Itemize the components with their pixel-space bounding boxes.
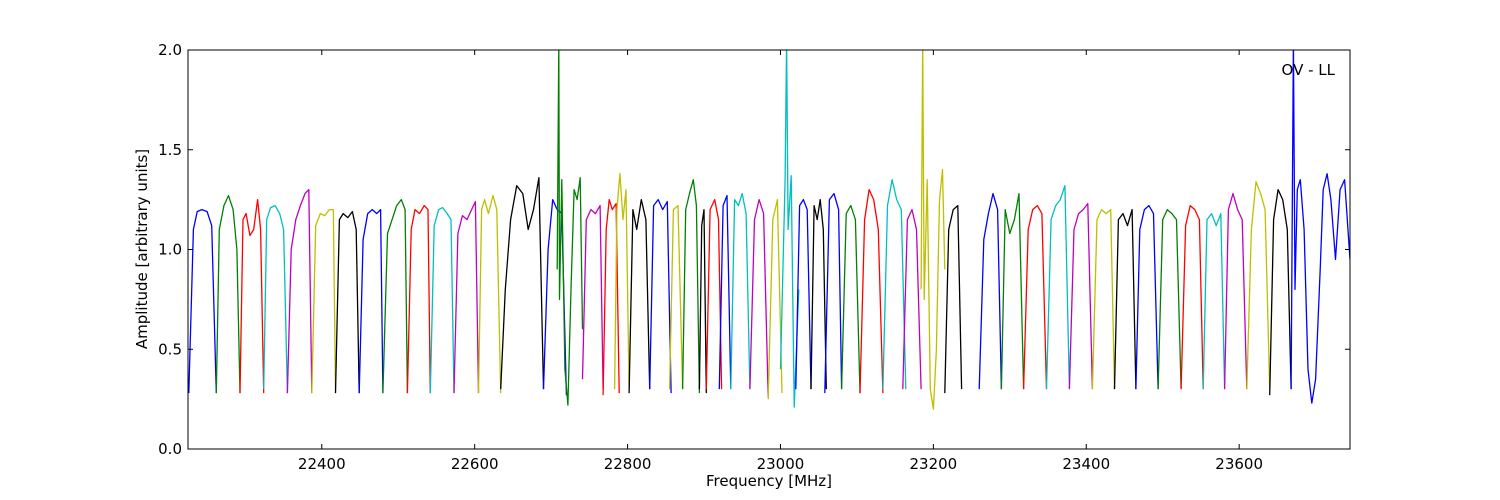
series-line-21 (668, 204, 684, 390)
series-line-47 (1157, 208, 1182, 390)
series-line-12 (477, 194, 502, 394)
series-line-31 (810, 198, 827, 390)
series-layer (188, 50, 1350, 410)
series-line-44 (1091, 208, 1116, 390)
series-line-8 (382, 198, 409, 394)
series-line-36 (902, 208, 922, 390)
y-tick-label: 2.0 (158, 41, 182, 59)
series-line-7 (358, 208, 384, 394)
series-line-30 (795, 198, 812, 390)
series-line-5 (311, 208, 337, 394)
series-line-46 (1135, 204, 1159, 390)
series-line-16 (581, 204, 604, 390)
x-tick-label: 23600 (1215, 455, 1263, 473)
series-line-18 (613, 173, 630, 390)
annotation-label: OV - LL (1282, 61, 1336, 79)
series-line-20 (649, 198, 672, 394)
series-line-15 (556, 50, 584, 406)
y-tick-label: 0.5 (158, 340, 182, 358)
x-tick-label: 23400 (1062, 455, 1110, 473)
series-line-28 (767, 198, 783, 400)
series-line-6 (334, 210, 360, 394)
x-tick-label: 22800 (604, 455, 652, 473)
series-line-35 (882, 179, 907, 390)
y-tick-label: 1.5 (158, 141, 182, 159)
series-line-43 (1068, 202, 1094, 390)
series-line-2 (239, 198, 265, 394)
series-line-9 (406, 204, 431, 394)
series-line-24 (705, 198, 723, 390)
series-line-49 (1202, 212, 1226, 390)
x-axis-title: Frequency [MHz] (706, 472, 832, 490)
y-axis-title: Amplitude [arbitrary units] (133, 149, 151, 349)
series-line-27 (749, 198, 769, 398)
series-line-53 (1290, 50, 1350, 404)
series-line-34 (859, 188, 884, 394)
series-line-33 (840, 204, 861, 394)
series-line-3 (263, 204, 289, 394)
series-line-42 (1045, 185, 1071, 390)
series-line-10 (429, 206, 455, 394)
series-line-13 (500, 177, 545, 390)
series-line-50 (1223, 192, 1248, 390)
series-line-45 (1113, 208, 1137, 390)
series-line-37 (920, 50, 946, 410)
series-line-11 (453, 200, 480, 394)
series-line-39 (978, 192, 1003, 390)
series-line-48 (1180, 204, 1204, 390)
series-line-40 (1000, 192, 1025, 390)
series-line-41 (1022, 204, 1048, 390)
series-line-26 (730, 192, 751, 390)
series-line-0 (188, 208, 217, 394)
series-line-38 (944, 204, 963, 394)
series-line-22 (681, 179, 701, 394)
tick-layer: 22400 22600 22800 23000 23200 23400 23600 0.0 0.… (158, 41, 1350, 473)
series-line-19 (628, 198, 651, 394)
series-line-23 (698, 208, 707, 394)
series-line-1 (215, 194, 241, 394)
series-line-52 (1269, 188, 1292, 396)
y-tick-label: 0.0 (158, 440, 182, 458)
x-tick-label: 23000 (757, 455, 805, 473)
series-line-4 (286, 188, 313, 394)
series-line-29 (779, 50, 800, 408)
series-line-32 (824, 192, 843, 394)
x-tick-label: 22400 (298, 455, 346, 473)
x-tick-label: 23200 (910, 455, 958, 473)
series-line-51 (1246, 181, 1271, 390)
x-tick-label: 22600 (451, 455, 499, 473)
y-tick-label: 1.0 (158, 241, 182, 259)
series-line-25 (718, 194, 732, 390)
